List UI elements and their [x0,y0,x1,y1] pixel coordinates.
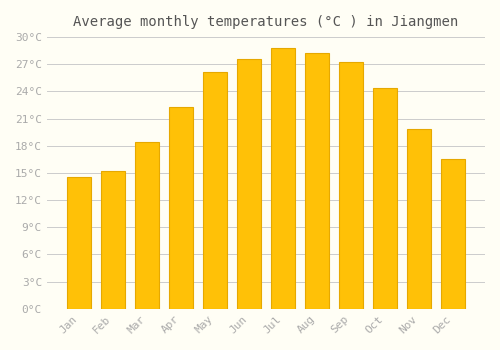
Bar [237,59,261,309]
Bar [373,88,397,309]
Title: Average monthly temperatures (°C ) in Jiangmen: Average monthly temperatures (°C ) in Ji… [74,15,458,29]
Bar [169,107,192,309]
Bar [101,171,124,309]
Bar [339,62,363,309]
Bar [407,130,431,309]
Bar [203,72,227,309]
Bar [271,48,295,309]
Bar [305,52,329,309]
Bar [135,142,158,309]
Bar [442,159,465,309]
Bar [67,177,90,309]
